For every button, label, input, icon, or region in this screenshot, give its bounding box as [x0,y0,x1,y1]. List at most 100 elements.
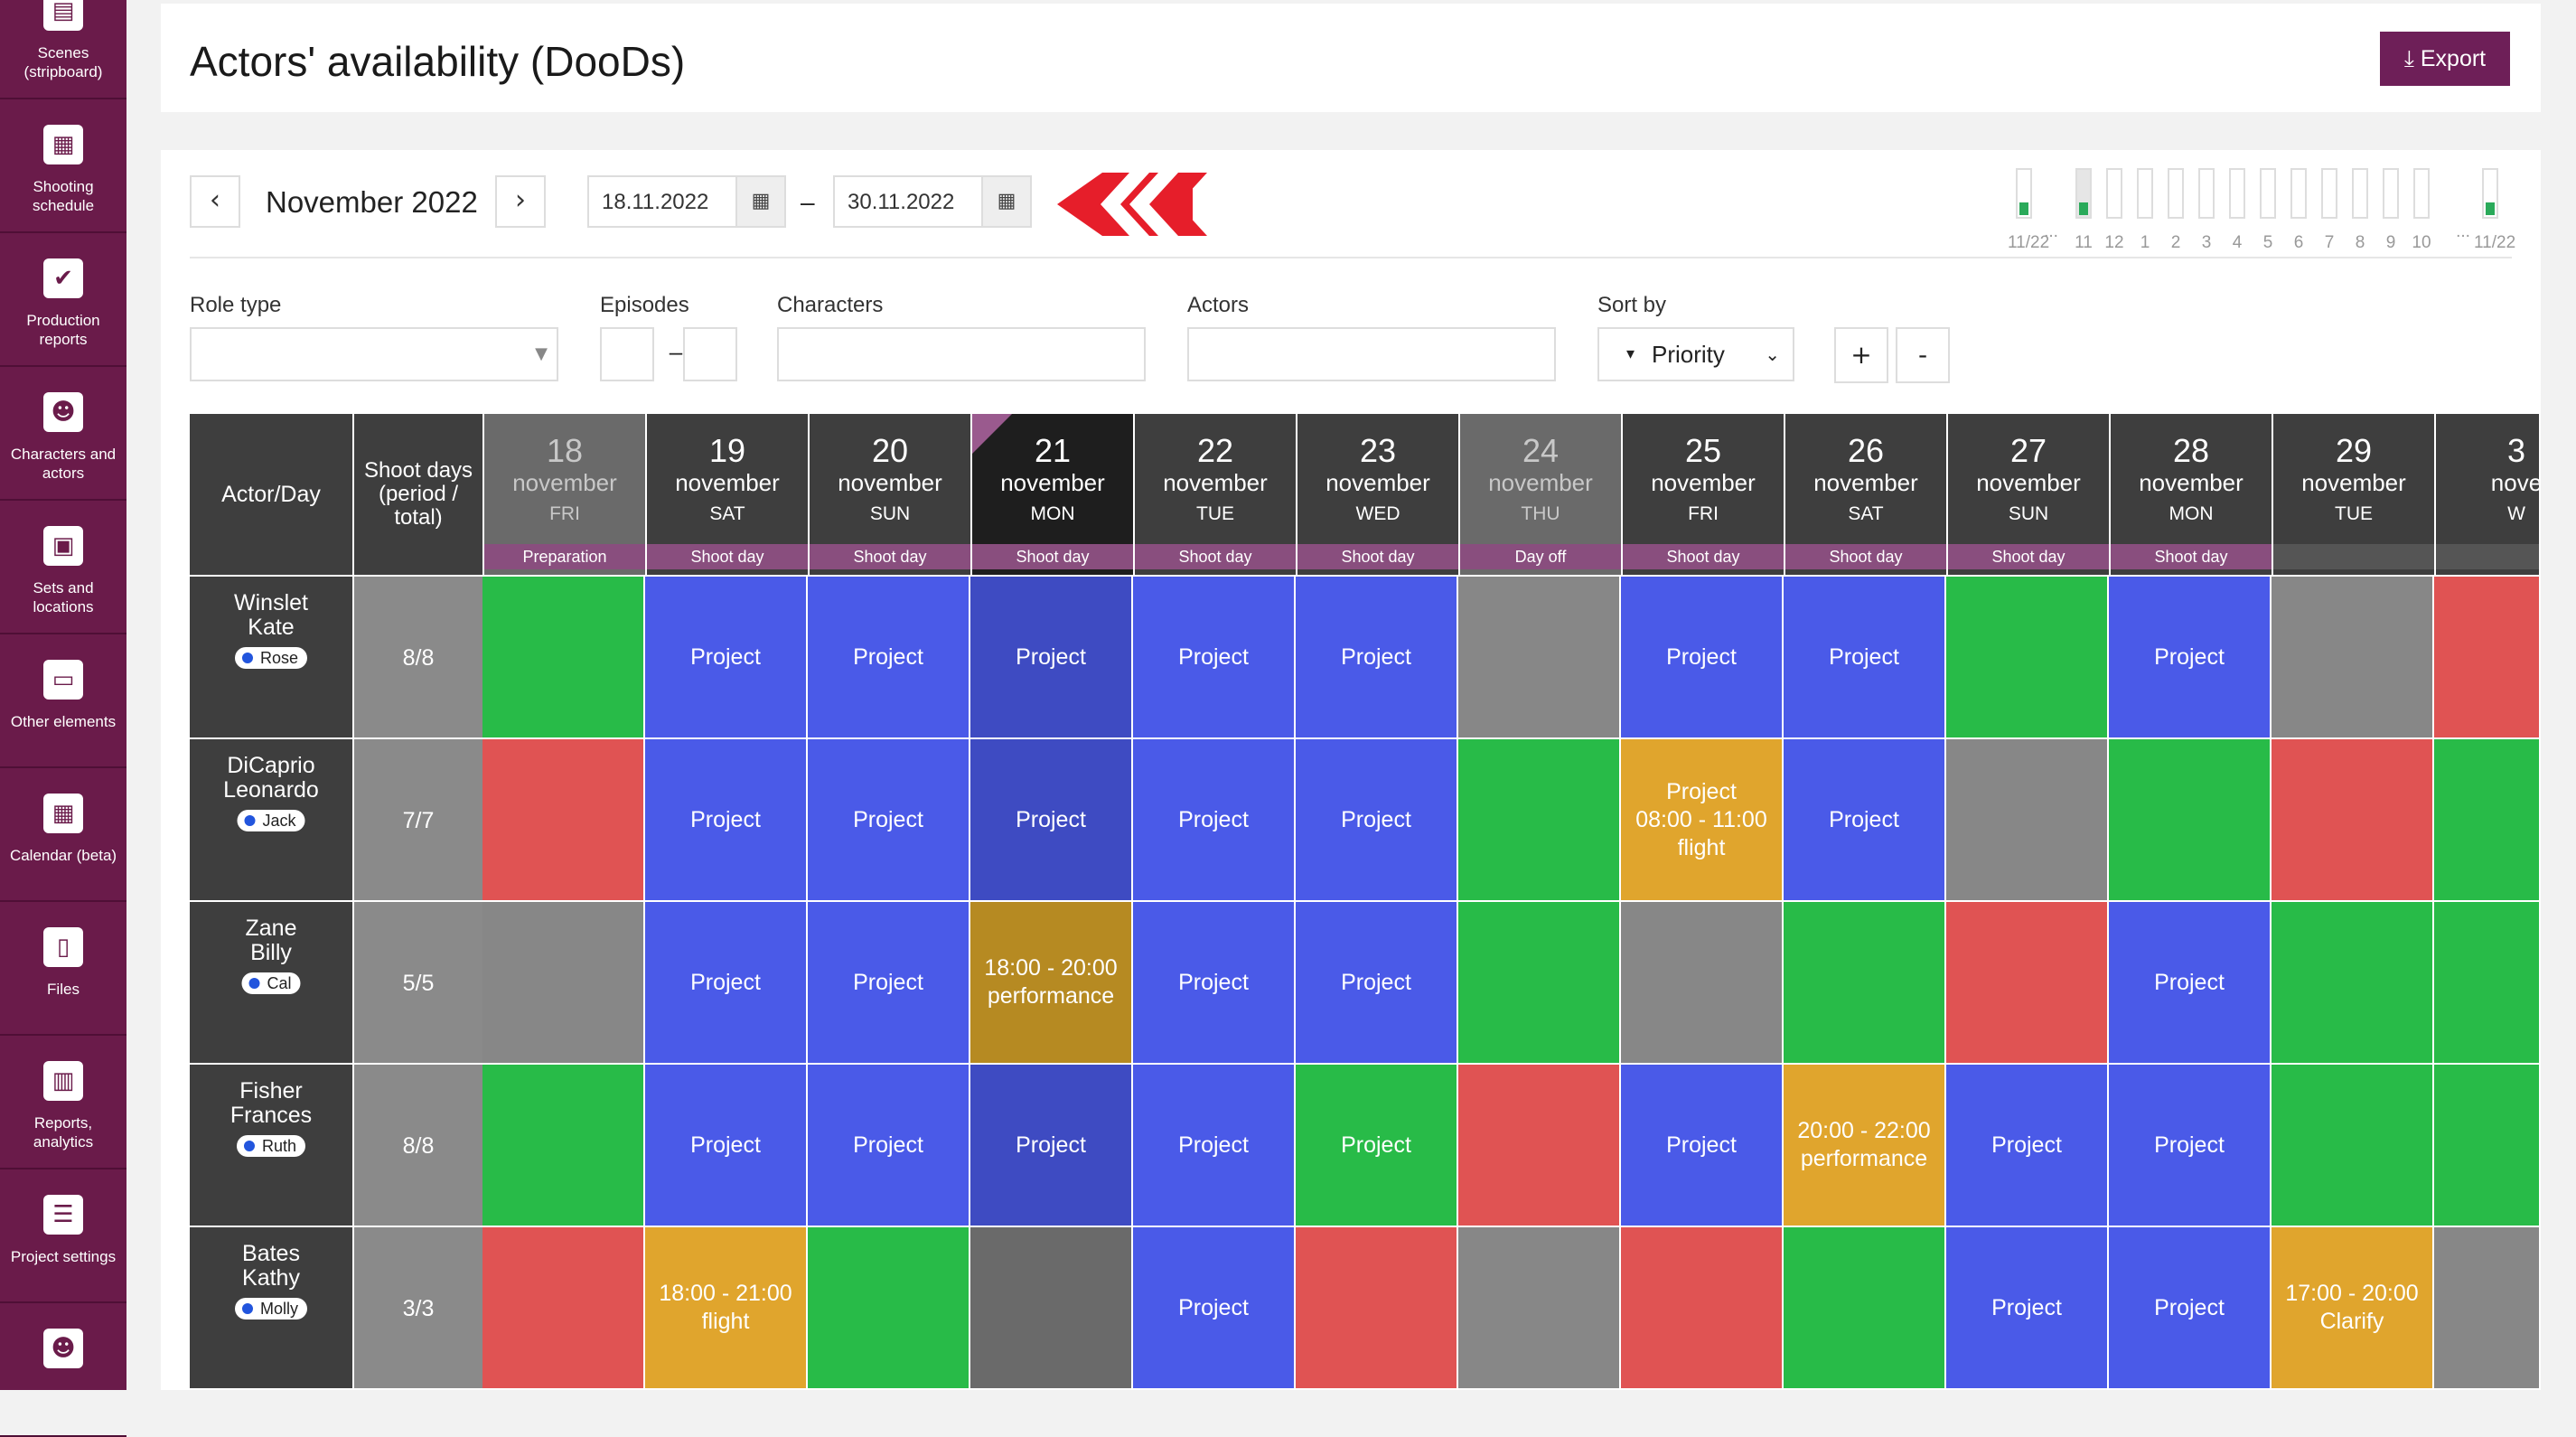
day-header[interactable]: 25 november FRI Shoot day [1621,414,1784,577]
sidebar-item-7[interactable]: ▯ Files [0,904,126,1036]
availability-cell[interactable]: Project [1133,1227,1296,1390]
availability-cell[interactable] [2272,1065,2434,1227]
sidebar-item-4[interactable]: ▣ Sets and locations [0,502,126,634]
availability-cell[interactable]: Project [645,902,808,1065]
availability-cell[interactable] [482,1227,645,1390]
mini-day-bar[interactable] [2260,168,2276,219]
actors-input[interactable] [1187,327,1556,381]
availability-cell[interactable]: Project [1296,739,1458,902]
availability-cell[interactable]: Project [970,739,1133,902]
sidebar-item-10[interactable]: ☻ [0,1305,126,1437]
next-month-button[interactable]: › [495,175,546,228]
sidebar-item-9[interactable]: ☰ Project settings [0,1171,126,1303]
availability-cell[interactable]: Project [645,1065,808,1227]
availability-cell[interactable]: 17:00 - 20:00 Clarify [2272,1227,2434,1390]
export-button[interactable]: ⤓ Export [2380,32,2510,86]
mini-day-bar[interactable] [2413,168,2430,219]
availability-cell[interactable] [1458,1065,1621,1227]
sidebar-item-6[interactable]: ▦ Calendar (beta) [0,770,126,902]
day-header[interactable]: 26 november SAT Shoot day [1784,414,1946,577]
availability-cell[interactable]: Project [1784,577,1946,739]
day-header[interactable]: 3 nove W [2434,414,2539,577]
availability-cell[interactable] [2434,739,2539,902]
availability-cell[interactable]: 20:00 - 22:00 performance [1784,1065,1946,1227]
calendar-icon[interactable]: ▦ [735,177,784,226]
availability-cell[interactable] [2434,1065,2539,1227]
mini-day-bar[interactable] [2106,168,2122,219]
day-header[interactable]: 28 november MON Shoot day [2109,414,2272,577]
actor-cell[interactable]: DiCaprio Leonardo Jack [190,739,352,902]
sidebar-item-2[interactable]: ✔ Production reports [0,235,126,367]
availability-cell[interactable] [970,1227,1133,1390]
prev-month-button[interactable]: ‹ [190,175,240,228]
availability-cell[interactable] [482,1065,645,1227]
availability-cell[interactable]: Project [2109,902,2272,1065]
availability-cell[interactable] [2272,577,2434,739]
sidebar-item-3[interactable]: ☻ Characters and actors [0,369,126,501]
day-header[interactable]: 20 november SUN Shoot day [808,414,970,577]
date-from-field[interactable]: 18.11.2022 ▦ [587,175,786,228]
availability-cell[interactable] [2272,902,2434,1065]
episodes-to-input[interactable] [683,327,737,381]
availability-cell[interactable] [1458,902,1621,1065]
availability-cell[interactable] [1946,739,2109,902]
availability-cell[interactable]: Project [2109,577,2272,739]
day-header[interactable]: 29 november TUE [2272,414,2434,577]
mini-day-bar[interactable] [2352,168,2368,219]
availability-cell[interactable]: 18:00 - 21:00 flight [645,1227,808,1390]
day-header[interactable]: 22 november TUE Shoot day [1133,414,1296,577]
actor-cell[interactable]: Fisher Frances Ruth [190,1065,352,1227]
date-to-field[interactable]: 30.11.2022 ▦ [833,175,1032,228]
availability-cell[interactable] [808,1227,970,1390]
actor-cell[interactable]: Zane Billy Cal [190,902,352,1065]
availability-cell[interactable]: Project [1296,577,1458,739]
availability-cell[interactable] [1784,1227,1946,1390]
availability-cell[interactable] [1946,902,2109,1065]
mini-day-bar[interactable] [2198,168,2215,219]
mini-day-bar[interactable] [2321,168,2337,219]
sort-select[interactable]: ▾ Priority ⌄ [1597,327,1794,381]
role-type-select[interactable]: ▼ [190,327,558,381]
availability-cell[interactable]: Project [1133,902,1296,1065]
day-header[interactable]: 18 november FRI Preparation [482,414,645,577]
day-header[interactable]: 21 november MON Shoot day [970,414,1133,577]
availability-cell[interactable]: Project [808,1065,970,1227]
availability-cell[interactable] [2434,902,2539,1065]
sidebar-item-1[interactable]: ▦ Shooting schedule [0,101,126,233]
availability-cell[interactable] [1946,577,2109,739]
rewind-chevrons-icon[interactable] [1057,168,1211,240]
sidebar-item-8[interactable]: ▥ Reports, analytics [0,1038,126,1169]
availability-cell[interactable] [2272,739,2434,902]
availability-cell[interactable]: Project [1296,1065,1458,1227]
availability-cell[interactable] [482,577,645,739]
mini-day-bar[interactable] [2482,168,2498,219]
actor-cell[interactable]: Bates Kathy Molly [190,1227,352,1390]
availability-cell[interactable]: Project [808,902,970,1065]
availability-cell[interactable]: Project [2109,1065,2272,1227]
mini-day-bar[interactable] [2290,168,2307,219]
zoom-in-button[interactable]: + [1834,327,1888,383]
availability-cell[interactable]: Project [808,577,970,739]
availability-cell[interactable]: Project [1296,902,1458,1065]
availability-cell[interactable]: Project [970,1065,1133,1227]
day-header[interactable]: 27 november SUN Shoot day [1946,414,2109,577]
day-header[interactable]: 19 november SAT Shoot day [645,414,808,577]
availability-cell[interactable] [1458,577,1621,739]
characters-input[interactable] [777,327,1146,381]
availability-cell[interactable]: Project [970,577,1133,739]
actor-cell[interactable]: Winslet Kate Rose [190,577,352,739]
availability-cell[interactable] [2109,739,2272,902]
availability-cell[interactable]: Project [1784,739,1946,902]
zoom-out-button[interactable]: - [1896,327,1950,383]
availability-cell[interactable] [2434,1227,2539,1390]
availability-cell[interactable]: Project [1621,577,1784,739]
day-header[interactable]: 24 november THU Day off [1458,414,1621,577]
availability-cell[interactable] [482,739,645,902]
availability-cell[interactable]: Project [808,739,970,902]
availability-cell[interactable]: Project 08:00 - 11:00 flight [1621,739,1784,902]
mini-day-bar[interactable] [2229,168,2245,219]
availability-cell[interactable]: Project [1133,739,1296,902]
availability-cell[interactable]: Project [1946,1065,2109,1227]
availability-cell[interactable]: 18:00 - 20:00 performance [970,902,1133,1065]
availability-cell[interactable]: Project [645,739,808,902]
